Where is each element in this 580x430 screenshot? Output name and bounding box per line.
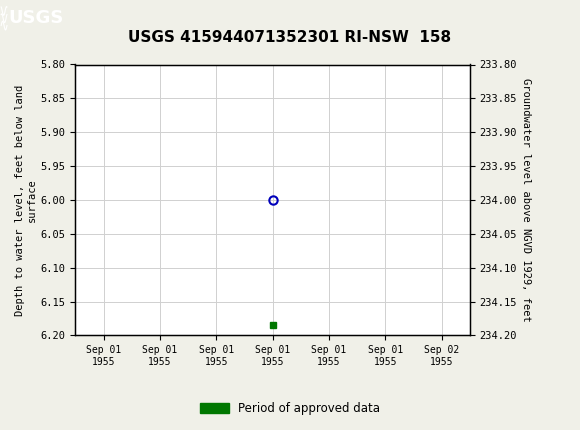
Y-axis label: Groundwater level above NGVD 1929, feet: Groundwater level above NGVD 1929, feet xyxy=(521,78,531,322)
Legend: Period of approved data: Period of approved data xyxy=(195,397,385,420)
Text: USGS 415944071352301 RI-NSW  158: USGS 415944071352301 RI-NSW 158 xyxy=(128,30,452,45)
Y-axis label: Depth to water level, feet below land
surface: Depth to water level, feet below land su… xyxy=(15,84,37,316)
Text: USGS: USGS xyxy=(9,9,64,27)
